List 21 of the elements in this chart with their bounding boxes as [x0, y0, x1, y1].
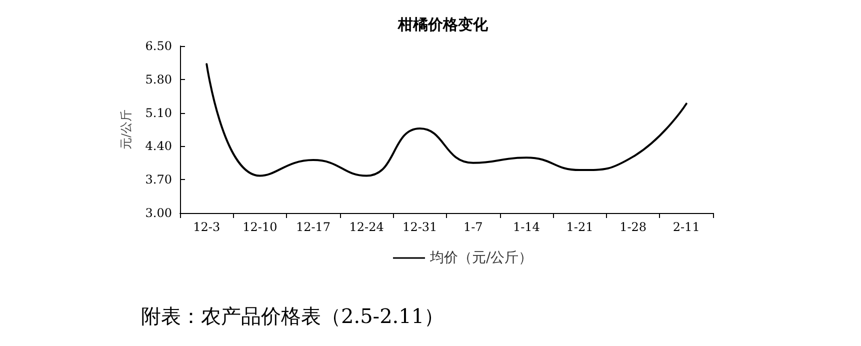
x-tick-label: 12-3: [193, 220, 220, 234]
y-tick-label: 3.70: [145, 172, 172, 187]
x-tick-label: 1-21: [566, 220, 594, 234]
chart-title: 柑橘价格变化: [397, 16, 489, 34]
x-tick-label: 1-14: [512, 220, 540, 234]
y-axis-title: 元/公斤: [119, 109, 133, 150]
y-tick-label: 3.00: [145, 206, 172, 220]
y-tick-label: 5.10: [145, 106, 172, 120]
y-tick-label: 5.80: [145, 72, 172, 86]
text: 附表：农产品价格表（2.5-2.11）: [141, 304, 444, 328]
x-tick-label: 1-28: [620, 220, 647, 234]
legend-label: 均价（元/公斤）: [429, 250, 533, 266]
x-tick-label: 1-7: [463, 220, 483, 234]
x-tick-label: 12-31: [402, 220, 438, 234]
x-tick-label: 12-10: [242, 220, 278, 234]
x-tick-label: 12-24: [349, 220, 384, 234]
x-tick-label: 12-17: [296, 220, 331, 234]
x-tick-label: 2-11: [672, 220, 700, 234]
y-tick-label: 6.50: [145, 39, 172, 53]
y-tick-label: 4.40: [145, 139, 172, 154]
line-series: [206, 63, 688, 177]
